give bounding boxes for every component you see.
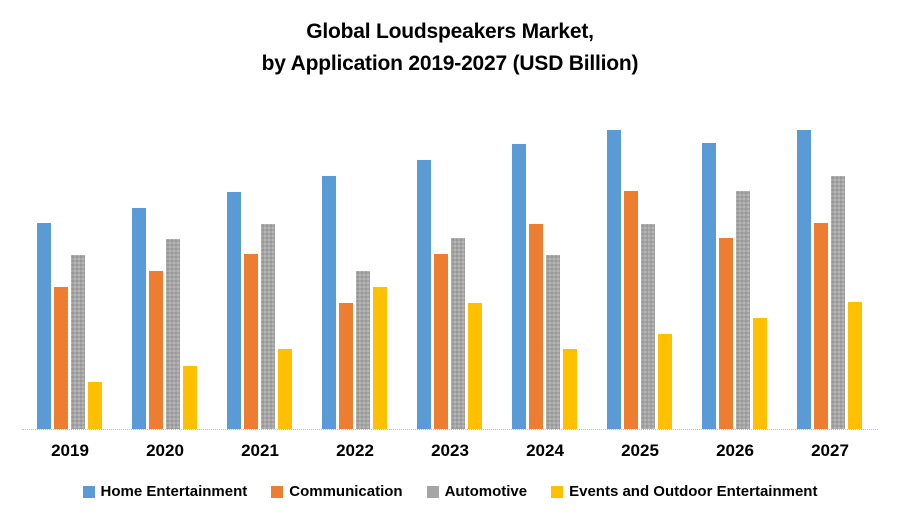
bar-group-2022 bbox=[322, 119, 387, 429]
x-axis-label-2024: 2024 bbox=[526, 441, 564, 460]
bar-communication-2027 bbox=[814, 223, 828, 429]
x-axis-label-2025: 2025 bbox=[621, 441, 659, 460]
bar-home-entertainment-2021 bbox=[227, 192, 241, 429]
bar-communication-2024 bbox=[529, 224, 543, 429]
chart-title-line1: Global Loudspeakers Market, bbox=[306, 20, 594, 43]
bar-events-and-outdoor-entertainment-2019 bbox=[88, 382, 102, 429]
bar-communication-2020 bbox=[149, 271, 163, 429]
legend-label: Automotive bbox=[444, 483, 528, 500]
bar-group-2019 bbox=[37, 119, 102, 429]
bar-automotive-2026 bbox=[736, 191, 750, 429]
legend-label: Events and Outdoor Entertainment bbox=[569, 483, 818, 500]
bar-events-and-outdoor-entertainment-2023 bbox=[468, 303, 482, 429]
bar-events-and-outdoor-entertainment-2022 bbox=[373, 287, 387, 429]
bar-group-2025 bbox=[607, 119, 672, 429]
bar-group-2027 bbox=[797, 119, 862, 429]
bar-communication-2023 bbox=[434, 254, 448, 429]
bar-home-entertainment-2027 bbox=[797, 130, 811, 429]
bar-automotive-2021 bbox=[261, 224, 275, 429]
bar-automotive-2023 bbox=[451, 238, 465, 429]
legend-swatch-icon bbox=[82, 485, 95, 498]
legend-swatch-icon bbox=[271, 485, 284, 498]
bar-events-and-outdoor-entertainment-2021 bbox=[278, 349, 292, 429]
bar-automotive-2024 bbox=[546, 255, 560, 429]
chart-title-line2: by Application 2019-2027 (USD Billion) bbox=[261, 52, 639, 75]
bar-group-2023 bbox=[417, 119, 482, 429]
bar-events-and-outdoor-entertainment-2020 bbox=[183, 366, 197, 429]
bar-home-entertainment-2020 bbox=[132, 208, 146, 429]
bar-group-2020 bbox=[132, 119, 197, 429]
x-axis-label-2021: 2021 bbox=[241, 441, 279, 460]
bar-events-and-outdoor-entertainment-2027 bbox=[848, 302, 862, 429]
x-axis-label-2026: 2026 bbox=[716, 441, 754, 460]
x-axis-label-2023: 2023 bbox=[431, 441, 469, 460]
bar-home-entertainment-2023 bbox=[417, 160, 431, 429]
bar-group-2021 bbox=[227, 119, 292, 429]
bar-home-entertainment-2025 bbox=[607, 130, 621, 429]
x-axis-label-2027: 2027 bbox=[811, 441, 849, 460]
legend-item-home-entertainment: Home Entertainment bbox=[82, 483, 248, 500]
bar-home-entertainment-2022 bbox=[322, 176, 336, 429]
legend-label: Home Entertainment bbox=[100, 483, 248, 500]
legend-item-automotive: Automotive bbox=[426, 483, 528, 500]
bar-communication-2022 bbox=[339, 303, 353, 429]
bar-communication-2026 bbox=[719, 238, 733, 429]
bar-events-and-outdoor-entertainment-2026 bbox=[753, 318, 767, 429]
bar-automotive-2025 bbox=[641, 224, 655, 429]
x-axis-label-2020: 2020 bbox=[146, 441, 184, 460]
legend-item-communication: Communication bbox=[271, 483, 403, 500]
bar-home-entertainment-2019 bbox=[37, 223, 51, 429]
bar-group-2024 bbox=[512, 119, 577, 429]
legend-swatch-icon bbox=[426, 485, 439, 498]
bar-home-entertainment-2024 bbox=[512, 144, 526, 429]
legend-item-events-and-outdoor-entertainment: Events and Outdoor Entertainment bbox=[551, 483, 817, 500]
x-axis-line bbox=[22, 429, 878, 430]
chart-title: Global Loudspeakers Market, by Applicati… bbox=[0, 16, 900, 80]
bar-communication-2019 bbox=[54, 287, 68, 429]
bar-communication-2025 bbox=[624, 191, 638, 429]
legend-label: Communication bbox=[289, 483, 403, 500]
legend-swatch-icon bbox=[551, 485, 564, 498]
bar-home-entertainment-2026 bbox=[702, 143, 716, 429]
bar-automotive-2019 bbox=[71, 255, 85, 429]
legend: Home Entertainment Communication Automotiv… bbox=[0, 483, 900, 500]
x-axis-label-2019: 2019 bbox=[51, 441, 89, 460]
bar-events-and-outdoor-entertainment-2024 bbox=[563, 349, 577, 429]
bar-automotive-2027 bbox=[831, 176, 845, 429]
bar-communication-2021 bbox=[244, 254, 258, 429]
bar-events-and-outdoor-entertainment-2025 bbox=[658, 334, 672, 429]
bar-automotive-2022 bbox=[356, 271, 370, 429]
bar-group-2026 bbox=[702, 119, 767, 429]
bar-automotive-2020 bbox=[166, 239, 180, 429]
x-axis-label-2022: 2022 bbox=[336, 441, 374, 460]
